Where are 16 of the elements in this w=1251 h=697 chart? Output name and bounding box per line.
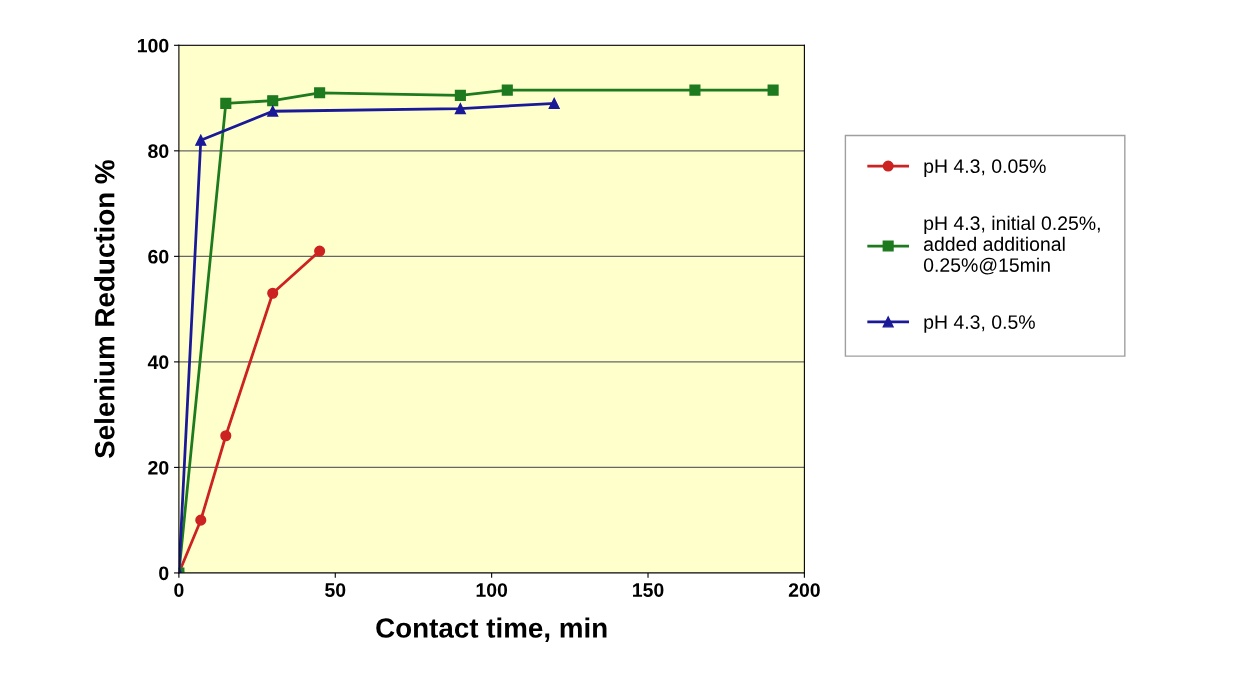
y-tick-label: 100 bbox=[137, 38, 169, 53]
x-axis-title: Contact time, min bbox=[376, 617, 607, 642]
x-tick-label: 0 bbox=[174, 583, 184, 597]
y-tick-label: 80 bbox=[148, 144, 169, 159]
x-tick-label: 50 bbox=[325, 583, 346, 597]
legend-label: pH 4.3, 0.5% bbox=[924, 315, 1035, 333]
y-tick-label: 0 bbox=[159, 566, 169, 581]
y-axis-title: Selenium Reduction % bbox=[94, 160, 115, 459]
y-tick-label: 20 bbox=[148, 460, 169, 475]
x-tick-label: 150 bbox=[633, 583, 664, 597]
legend-label: pH 4.3, 0.05% bbox=[924, 159, 1046, 177]
x-tick-label: 100 bbox=[476, 583, 508, 597]
x-tick-label: 200 bbox=[788, 583, 820, 597]
y-tick-label: 60 bbox=[148, 249, 169, 264]
legend-label: pH 4.3, initial 0.25%, added additional 0.25%@15min bbox=[923, 215, 1100, 275]
y-tick-label: 40 bbox=[147, 355, 169, 370]
